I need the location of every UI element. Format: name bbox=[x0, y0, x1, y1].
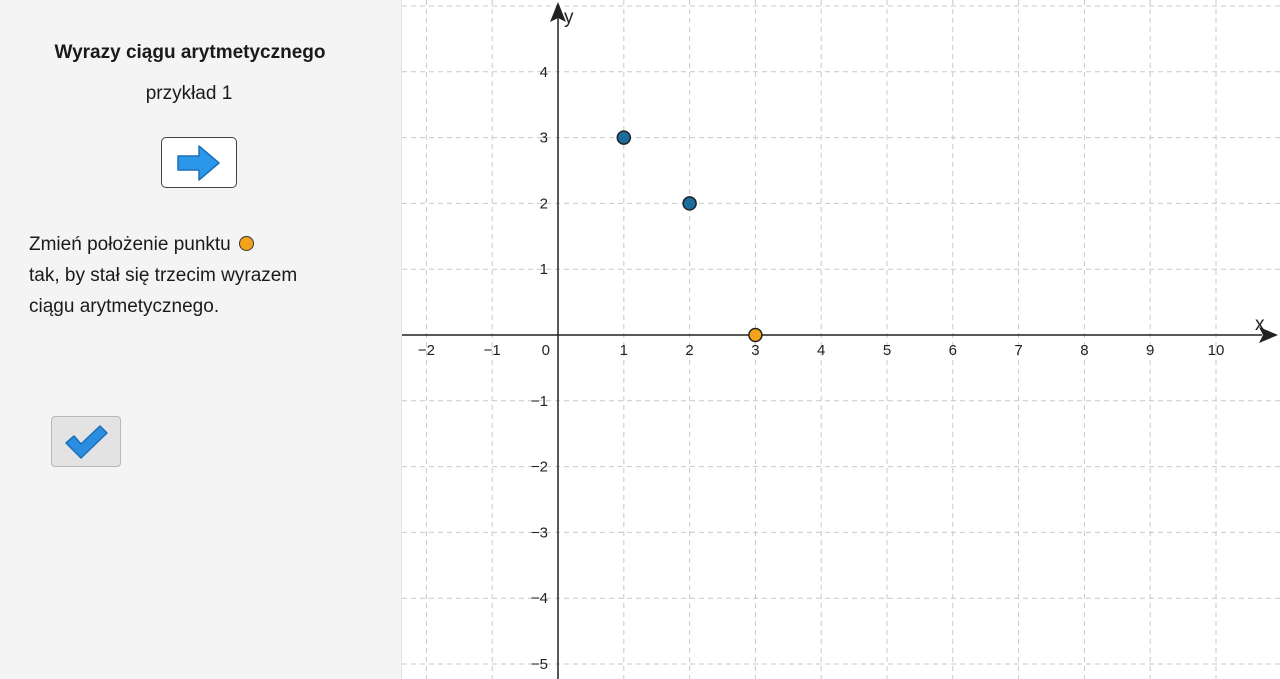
instruction-line-3: ciągu arytmetycznego. bbox=[29, 296, 220, 317]
x-tick-label: 10 bbox=[1208, 342, 1225, 359]
instruction-line-1: Zmień położenie punktu bbox=[29, 229, 379, 260]
example-subtitle: przykład 1 bbox=[145, 83, 233, 104]
y-tick-label: −2 bbox=[531, 459, 548, 476]
grid bbox=[402, 0, 1280, 679]
x-tick-label: 2 bbox=[685, 342, 693, 359]
y-tick-label: −3 bbox=[531, 524, 548, 541]
right-arrow-icon bbox=[177, 144, 220, 181]
x-tick-label: 7 bbox=[1014, 342, 1022, 359]
x-tick-label: 1 bbox=[620, 342, 628, 359]
sidebar: Wyrazy ciągu arytmetycznego przykład 1 Z… bbox=[0, 0, 402, 679]
y-tick-label: −1 bbox=[531, 393, 548, 410]
y-tick-label: 3 bbox=[540, 130, 548, 147]
orange-point-icon bbox=[238, 236, 254, 251]
sequence-point bbox=[682, 196, 697, 211]
x-tick-label: 9 bbox=[1146, 342, 1154, 359]
tick-labels: −2 −1 0 1 2 3 4 5 6 7 8 9 10 4 3 2 1 −1 −2 −3 −4 −5 bbox=[418, 64, 1224, 673]
movable-point[interactable] bbox=[748, 327, 763, 343]
x-tick-label: 5 bbox=[883, 342, 891, 359]
x-axis-arrow bbox=[1259, 327, 1278, 343]
y-tick-label: 4 bbox=[540, 64, 548, 81]
y-tick-label: 2 bbox=[540, 195, 548, 212]
x-tick-label: 6 bbox=[949, 342, 957, 359]
y-tick-label: −5 bbox=[531, 656, 548, 673]
y-axis-arrow bbox=[550, 2, 566, 22]
instruction-text: Zmień położenie punktu tak, by stał się … bbox=[29, 229, 379, 322]
check-answer-button[interactable] bbox=[51, 416, 121, 467]
page-title: Wyrazy ciągu arytmetycznego bbox=[54, 42, 326, 63]
y-tick-label: 1 bbox=[540, 261, 548, 278]
x-tick-label: −1 bbox=[484, 342, 501, 359]
coordinate-plane[interactable]: x y −2 −1 0 1 2 3 4 5 6 7 8 9 10 4 3 2 1 −1 −2 −3 −4 −5 bbox=[402, 0, 1280, 679]
x-tick-label: 8 bbox=[1080, 342, 1088, 359]
points[interactable] bbox=[616, 130, 763, 343]
x-tick-label: −2 bbox=[418, 342, 435, 359]
x-axis-label: x bbox=[1255, 314, 1265, 335]
y-tick-label: −4 bbox=[531, 590, 548, 607]
sequence-point bbox=[616, 130, 632, 145]
x-tick-label: 4 bbox=[817, 342, 825, 359]
y-axis-label: y bbox=[564, 7, 574, 28]
x-tick-label: 0 bbox=[542, 342, 550, 359]
instruction-line-2: tak, by stał się trzecim wyrazem bbox=[29, 265, 298, 286]
axes: x y bbox=[402, 2, 1278, 679]
next-example-button[interactable] bbox=[161, 137, 237, 188]
graph-view[interactable]: x y −2 −1 0 1 2 3 4 5 6 7 8 9 10 4 3 2 1 −1 −2 −3 −4 −5 bbox=[402, 0, 1280, 679]
checkmark-icon bbox=[65, 424, 108, 459]
x-tick-label: 3 bbox=[751, 342, 759, 359]
